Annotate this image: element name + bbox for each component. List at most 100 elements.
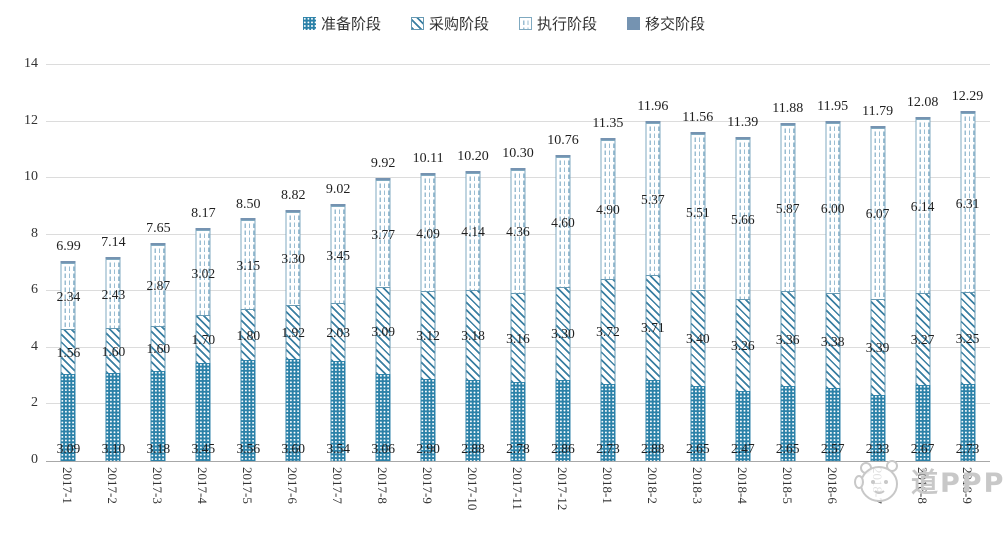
- bar-segment-execution: [690, 134, 706, 290]
- bar-segment-execution: [780, 124, 796, 292]
- legend-label-preparation: 准备阶段: [320, 15, 381, 33]
- bar-group: 2.73 3.72 4.90 11.35: [585, 65, 630, 461]
- bar-label-procurement: 3.38: [820, 333, 845, 349]
- bar-group: 2.65 3.36 5.87 11.88: [765, 65, 810, 461]
- bar-label-execution: 4.14: [461, 224, 485, 240]
- gridline: [46, 64, 990, 65]
- bar-group: 3.10 1.60 2.43 7.14: [91, 65, 136, 461]
- bar-segment-execution: [600, 139, 616, 279]
- bar-segment-preparation: [105, 373, 121, 461]
- bar-segment-execution: [240, 220, 256, 310]
- x-tick-label: 2017-2: [105, 467, 121, 504]
- bar-label-preparation: 2.88: [461, 441, 485, 456]
- x-tick-label: 2017-8: [375, 467, 391, 504]
- bar-total-label: 12.29: [951, 89, 984, 105]
- stacked-bar: [465, 170, 481, 461]
- bar-segment-handover: [330, 203, 346, 206]
- stacked-bar: [780, 122, 796, 461]
- bar-segment-handover: [195, 227, 211, 230]
- bar-group: 2.73 3.25 6.31 12.29: [945, 65, 990, 461]
- bar-segment-execution: [555, 156, 571, 287]
- bar-label-execution: 6.07: [865, 206, 890, 222]
- bar-segment-handover: [825, 121, 841, 124]
- bar-label-execution: 6.31: [955, 195, 980, 211]
- bar-segment-preparation: [780, 386, 796, 461]
- bar-segment-handover: [645, 120, 661, 123]
- bar-group: 2.90 3.12 4.09 10.11: [406, 65, 451, 461]
- x-tick-label: 2017-10: [465, 467, 481, 511]
- bar-segment-preparation: [915, 385, 931, 461]
- bar-group: 2.88 3.71 5.37 11.96: [630, 65, 675, 461]
- procurement-swatch-icon: [410, 17, 424, 30]
- bar-label-execution: 3.02: [191, 265, 216, 281]
- bar-group: 2.57 3.38 6.00 11.95: [810, 65, 855, 461]
- legend-label-execution: 执行阶段: [537, 15, 598, 33]
- bar-segment-execution: [645, 122, 661, 275]
- bar-label-procurement: 1.92: [281, 325, 306, 341]
- legend-item-preparation: 准备阶段: [302, 13, 381, 34]
- bar-label-procurement: 2.03: [326, 325, 350, 341]
- bar-segment-handover: [510, 167, 526, 170]
- bar-label-procurement: 1.60: [101, 343, 126, 359]
- y-tick-label: 2: [31, 395, 38, 411]
- bar-segment-preparation: [375, 374, 391, 461]
- y-tick-label: 0: [31, 452, 38, 467]
- legend-item-procurement: 采购阶段: [410, 13, 489, 34]
- bar-segment-execution: [825, 123, 841, 293]
- bar-label-preparation: 3.09: [56, 441, 81, 456]
- bar-label-execution: 3.30: [281, 251, 306, 267]
- bar-segment-handover: [150, 242, 166, 245]
- bar-segment-procurement: [600, 278, 616, 384]
- stacked-bar: [825, 121, 841, 461]
- bar-segment-preparation: [465, 379, 481, 461]
- bar-segment-handover: [60, 261, 76, 264]
- bar-segment-execution: [105, 259, 121, 329]
- bar-label-preparation: 2.57: [820, 441, 845, 456]
- bar-segment-preparation: [240, 360, 256, 461]
- bar-segment-handover: [420, 173, 436, 176]
- bar-segment-execution: [510, 169, 526, 293]
- bar-segment-preparation: [330, 360, 346, 461]
- bar-label-preparation: 3.10: [101, 441, 126, 456]
- bar-label-procurement: 3.71: [641, 320, 665, 336]
- stacked-bar: [645, 120, 661, 461]
- bar-segment-handover: [870, 125, 886, 128]
- y-tick-label: 14: [24, 56, 38, 71]
- bar-segment-execution: [960, 113, 976, 292]
- stacked-bar: [600, 137, 616, 461]
- bar-label-execution: 5.87: [775, 200, 800, 216]
- bar-label-preparation: 3.54: [326, 441, 350, 456]
- bar-segment-procurement: [690, 289, 706, 387]
- bar-segment-handover: [960, 111, 976, 114]
- bar-segment-handover: [375, 178, 391, 181]
- x-tick-label: 2017-11: [510, 467, 525, 510]
- bar-segment-procurement: [420, 290, 436, 379]
- bar-label-preparation: 2.33: [865, 441, 890, 456]
- stacked-bar: [60, 261, 76, 461]
- chart-legend: 准备阶段 采购阶段 执行阶段 移交阶段: [0, 13, 1008, 34]
- legend-label-procurement: 采购阶段: [428, 15, 489, 33]
- gridline: [46, 120, 990, 122]
- bar-segment-procurement: [960, 291, 976, 384]
- bar-label-preparation: 2.73: [596, 441, 620, 456]
- bar-label-execution: 3.45: [326, 247, 350, 263]
- bar-label-execution: 5.37: [641, 191, 665, 207]
- bar-segment-handover: [735, 136, 751, 139]
- bar-group: 3.18 1.60 2.87 7.65: [136, 65, 181, 461]
- bar-segment-preparation: [285, 359, 301, 461]
- x-tick-label: 2017-4: [195, 467, 211, 504]
- bar-segment-procurement: [285, 304, 301, 360]
- bar-segment-procurement: [735, 298, 751, 392]
- bar-segment-procurement: [465, 289, 481, 380]
- execution-swatch-icon: [519, 17, 532, 30]
- y-tick-label: 10: [24, 169, 38, 185]
- bar-label-execution: 3.15: [236, 257, 261, 273]
- bar-label-execution: 4.09: [416, 225, 440, 241]
- bar-label-execution: 6.00: [820, 200, 845, 216]
- bar-segment-procurement: [870, 299, 886, 396]
- stacked-bar: [510, 167, 526, 461]
- x-tick-label: 2018-3: [689, 467, 705, 504]
- x-tick-label: 2017-1: [60, 467, 76, 504]
- bar-segment-preparation: [60, 373, 76, 461]
- bar-label-procurement: 3.40: [685, 330, 710, 346]
